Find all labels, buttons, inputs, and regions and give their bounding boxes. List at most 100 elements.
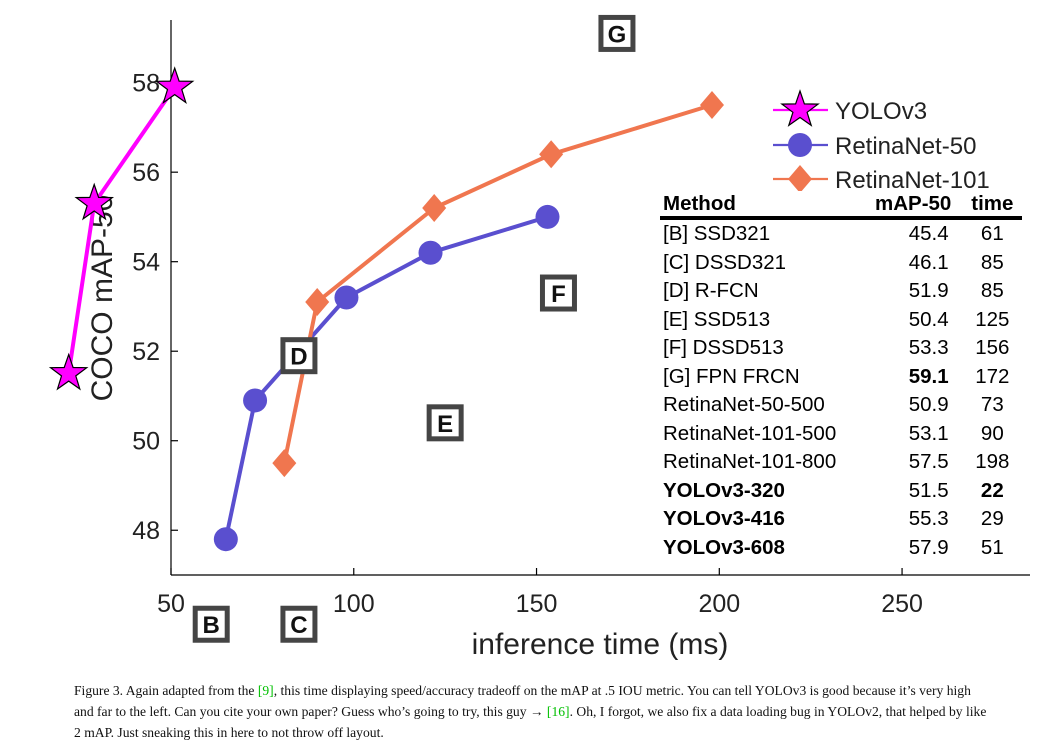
- table-cell-time: 172: [975, 364, 1010, 388]
- table-row: RetinaNet-101-800 57.5 198: [660, 448, 1022, 477]
- series-line: [66, 85, 177, 374]
- table-row: RetinaNet-101-500 53.1 90: [660, 420, 1022, 449]
- y-tick-label: 52: [132, 338, 160, 366]
- series-retinanet-101: [272, 91, 724, 478]
- table-cell-time: 198: [975, 450, 1010, 474]
- table-cell-time: 125: [975, 307, 1010, 331]
- legend-label: RetinaNet-101: [835, 167, 990, 194]
- table-row: YOLOv3-608 57.9 51: [660, 534, 1022, 563]
- data-point: [48, 352, 89, 391]
- table-row: [F] DSSD513 53.3 156: [660, 334, 1022, 363]
- table-cell-method: YOLOv3-320: [663, 478, 785, 502]
- data-point: [418, 240, 443, 265]
- table-cell-method: [B] SSD321: [663, 222, 771, 246]
- legend-item: RetinaNet-50: [773, 133, 976, 160]
- data-point: [539, 140, 564, 169]
- x-axis-title: inference time (ms): [472, 628, 729, 661]
- point-label-text: B: [203, 612, 220, 639]
- x-tick-label: 100: [333, 590, 375, 618]
- data-point: [243, 388, 268, 413]
- table-cell-map: 57.9: [908, 535, 949, 559]
- legend-label: RetinaNet-50: [835, 133, 976, 160]
- table-cell-method: YOLOv3-416: [663, 507, 785, 531]
- table-row: [G] FPN FRCN 59.1 172: [660, 363, 1022, 392]
- table-cell-time: 29: [980, 507, 1004, 531]
- legend-marker: [788, 165, 812, 193]
- x-tick-label: 150: [516, 590, 558, 618]
- table-cell-time: 156: [975, 336, 1010, 360]
- table-cell-time: 22: [980, 478, 1004, 502]
- series-layer: [48, 66, 724, 552]
- series-yolov3: [48, 66, 195, 391]
- data-point: [305, 287, 330, 316]
- table-cell-map: 53.3: [908, 336, 949, 360]
- data-point: [154, 66, 195, 105]
- caption-ref-16[interactable]: [16]: [546, 704, 570, 719]
- point-label-box: C: [280, 605, 318, 643]
- table-cell-method: [E] SSD513: [663, 307, 771, 331]
- axes: 50 100 150 200 250 48 50 52 54 56 58 inference time…: [86, 20, 1030, 661]
- point-label-box: B: [192, 605, 230, 643]
- table-cell-method: YOLOv3-608: [663, 535, 785, 559]
- data-point: [74, 182, 115, 221]
- y-tick-label: 54: [132, 249, 160, 277]
- table-cell-map: 51.5: [908, 478, 949, 502]
- table-header-row: Method mAP-50 time: [660, 191, 1022, 220]
- table-row: [D] R-FCN 51.9 85: [660, 277, 1022, 306]
- chart: 50 100 150 200 250 48 50 52 54 56 58 inference time…: [48, 14, 1030, 661]
- caption-ref-9[interactable]: [9]: [257, 683, 274, 698]
- caption-suffix: . Oh, I forgot, we also fix a data loadi…: [74, 704, 987, 740]
- legend: YOLOv3 RetinaNet-50 RetinaNet-101: [773, 89, 990, 194]
- y-tick-label: 58: [132, 70, 160, 98]
- series-retinanet-50: [213, 204, 560, 552]
- data-point: [699, 91, 724, 120]
- table-row: [C] DSSD321 46.1 85: [660, 249, 1022, 278]
- table-header-method: Method: [660, 191, 864, 220]
- table-cell-map: 46.1: [908, 250, 949, 274]
- legend-label: YOLOv3: [835, 98, 927, 125]
- legend-item: RetinaNet-101: [773, 165, 990, 194]
- table-row: YOLOv3-320 51.5 22: [660, 477, 1022, 506]
- table-cell-time: 90: [980, 421, 1004, 445]
- table-cell-map: 53.1: [908, 421, 949, 445]
- point-label-layer: B C D E F G: [192, 14, 636, 643]
- table-body: [B] SSD321 45.4 61 [C] DSSD321 46.1 85 [D] R-F…: [660, 218, 1022, 562]
- table-row: YOLOv3-416 55.3 29: [660, 505, 1022, 534]
- table-cell-map: 45.4: [908, 222, 949, 246]
- point-label-box: E: [426, 404, 464, 442]
- table-cell-method: [D] R-FCN: [663, 279, 759, 303]
- point-label-frame: [280, 337, 318, 375]
- point-label-frame: [280, 605, 318, 643]
- table-header-time: time: [962, 191, 1022, 220]
- table-cell-method: RetinaNet-50-500: [663, 393, 825, 417]
- table-row: RetinaNet-50-500 50.9 73: [660, 391, 1022, 420]
- table-cell-time: 61: [980, 222, 1004, 246]
- table-cell-map: 57.5: [908, 450, 949, 474]
- table-cell-time: 73: [980, 393, 1004, 417]
- table-header-map: mAP-50: [863, 191, 963, 220]
- table-cell-method: RetinaNet-101-800: [663, 450, 837, 474]
- legend-marker: [780, 89, 820, 127]
- figure-caption: Figure 3. Again adapted from the [9], th…: [74, 680, 989, 743]
- table-cell-time: 51: [980, 535, 1004, 559]
- x-tick-label: 50: [157, 590, 185, 618]
- point-label-text: F: [551, 281, 566, 308]
- point-label-frame: [192, 605, 230, 643]
- point-label-frame: [539, 274, 577, 312]
- caption-middle: , this time displaying speed/accuracy tr…: [74, 683, 971, 719]
- table-cell-method: [F] DSSD513: [663, 336, 784, 360]
- point-label-box: G: [598, 14, 636, 52]
- point-label-text: D: [290, 344, 307, 371]
- point-label-frame: [598, 14, 636, 52]
- point-label-box: D: [280, 337, 318, 375]
- table-cell-method: [C] DSSD321: [663, 250, 787, 274]
- series-line: [223, 214, 549, 540]
- x-tick-label: 250: [881, 590, 923, 618]
- y-tick-label: 48: [132, 517, 160, 545]
- point-label-box: F: [539, 274, 577, 312]
- table-cell-method: RetinaNet-101-500: [663, 421, 837, 445]
- table-row: [B] SSD321 45.4 61: [660, 218, 1022, 249]
- series-line: [282, 103, 713, 464]
- results-table: Method mAP-50 time [B] SSD321 45.4 61 [C] D…: [660, 191, 1022, 562]
- legend-item: YOLOv3: [773, 89, 927, 127]
